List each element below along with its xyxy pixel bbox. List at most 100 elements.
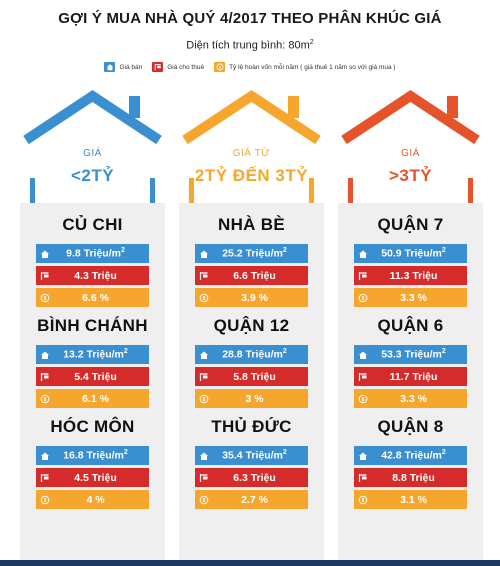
coin-icon: $ [354, 490, 372, 509]
sale-price-row: 42.8 Triệu/m2 [354, 446, 467, 465]
svg-text:$: $ [44, 397, 47, 403]
rent-price-value: 11.3 Triệu [389, 269, 438, 282]
rent-sign-icon [36, 266, 54, 285]
sale-price-text: 28.8 Triệu/m [222, 348, 283, 361]
segment-value: 2TỶ ĐẾN 3TỶ [194, 166, 309, 185]
wall-right [309, 178, 314, 208]
yield-value: 6.6 % [82, 291, 109, 304]
district-name: THỦ ĐỨC [211, 417, 292, 436]
svg-text:$: $ [362, 498, 365, 504]
sale-price-text: 9.8 Triệu/m [66, 247, 121, 260]
rent-price-row: 5.8 Triệu [195, 367, 308, 386]
yield-row: $2.7 % [195, 490, 308, 509]
segment-value: <2TỶ [70, 166, 115, 185]
subtitle-sup: 2 [309, 39, 314, 46]
rent-sign-icon [36, 468, 54, 487]
sale-price-value: 9.8 Triệu/m2 [54, 247, 149, 260]
svg-text:$: $ [203, 498, 206, 504]
sale-price-text: 53.3 Triệu/m [381, 348, 442, 361]
unit-sup: 2 [282, 348, 287, 356]
subtitle-text: Diện tích trung bình: 80m [186, 39, 310, 52]
coin-icon: $ [214, 62, 226, 72]
rent-price-value: 5.8 Triệu [233, 370, 276, 383]
yield-row: $3.3 % [354, 288, 467, 307]
wall-left [30, 178, 35, 208]
district-name: NHÀ BÈ [218, 215, 285, 234]
district-name: HÓC MÔN [50, 417, 135, 436]
house-icon [195, 244, 213, 263]
legend: Giá bán Giá cho thuê $ Tỷ lệ hoàn vốn mỗ… [0, 62, 500, 72]
house-icon [195, 446, 213, 465]
sale-price-row: 53.3 Triệu/m2 [354, 345, 467, 364]
page-subtitle: Diện tích trung bình: 80m2 [0, 39, 500, 52]
unit-sup: 2 [441, 348, 446, 356]
district-name: QUẬN 6 [377, 316, 444, 335]
house-icon [195, 345, 213, 364]
unit-sup: 2 [282, 449, 287, 457]
house-icon [354, 345, 372, 364]
roof-icon [23, 90, 162, 145]
wall-left [189, 178, 194, 208]
sale-price-text: 16.8 Triệu/m [63, 449, 124, 462]
coin-icon: $ [195, 288, 213, 307]
districts-panel: CỦ CHI 9.8 Triệu/m2 4.3 Triệu $6.6 % BÌN… [20, 203, 165, 566]
legend-item-yield: $ Tỷ lệ hoàn vốn mỗi năm ( giá thuê 1 nă… [214, 62, 396, 72]
rent-price-row: 6.6 Triệu [195, 266, 308, 285]
yield-row: $3 % [195, 389, 308, 408]
rent-price-value: 8.8 Triệu [392, 471, 435, 484]
rent-price-value: 5.4 Triệu [74, 370, 117, 383]
sale-price-row: 9.8 Triệu/m2 [36, 244, 149, 263]
segment-label: GIÁ TỪ [232, 148, 271, 159]
rent-sign-icon [195, 367, 213, 386]
house-icon [36, 345, 54, 364]
yield-value: 3.9 % [241, 291, 268, 304]
district-name: BÌNH CHÁNH [37, 316, 148, 335]
rent-price-row: 11.7 Triệu [354, 367, 467, 386]
rent-price-row: 4.3 Triệu [36, 266, 149, 285]
sale-price-value: 13.2 Triệu/m2 [54, 348, 149, 361]
rent-price-row: 5.4 Triệu [36, 367, 149, 386]
districts-panel: NHÀ BÈ 25.2 Triệu/m2 6.6 Triệu $3.9 % QU… [179, 203, 324, 566]
legend-item-rent-price: Giá cho thuê [152, 62, 204, 72]
yield-value: 3.1 % [400, 493, 427, 506]
wall-right [150, 178, 155, 208]
unit-sup: 2 [123, 449, 128, 457]
rent-price-value: 4.5 Triệu [74, 471, 117, 484]
sale-price-text: 35.4 Triệu/m [222, 449, 283, 462]
roof-icon [341, 90, 480, 145]
rent-price-row: 11.3 Triệu [354, 266, 467, 285]
districts-panel: QUẬN 7 50.9 Triệu/m2 11.3 Triệu $3.3 % Q… [338, 203, 483, 566]
yield-row: $3.9 % [195, 288, 308, 307]
yield-row: $6.1 % [36, 389, 149, 408]
sale-price-row: 50.9 Triệu/m2 [354, 244, 467, 263]
rent-price-row: 6.3 Triệu [195, 468, 308, 487]
yield-row: $4 % [36, 490, 149, 509]
house-icon [104, 62, 116, 72]
price-segment-column: GIÁ <2TỶ CỦ CHI 9.8 Triệu/m2 4.3 Triệu $… [20, 88, 165, 566]
sale-price-row: 25.2 Triệu/m2 [195, 244, 308, 263]
segment-label: GIÁ [401, 148, 420, 159]
district-name: CỦ CHI [62, 215, 123, 234]
legend-label: Giá cho thuê [167, 63, 205, 71]
coin-icon: $ [36, 288, 54, 307]
wall-left [348, 178, 353, 208]
rent-sign-icon [36, 367, 54, 386]
sale-price-value: 50.9 Triệu/m2 [372, 247, 467, 260]
sale-price-value: 35.4 Triệu/m2 [213, 449, 308, 462]
unit-sup: 2 [282, 247, 287, 255]
svg-text:$: $ [203, 397, 206, 403]
unit-sup: 2 [441, 449, 446, 457]
footer-bar [0, 560, 500, 566]
wall-right [468, 178, 473, 208]
rent-price-value: 6.6 Triệu [233, 269, 276, 282]
legend-label: Tỷ lệ hoàn vốn mỗi năm ( giá thuê 1 năm … [229, 63, 396, 71]
yield-value: 3.3 % [400, 291, 427, 304]
sale-price-value: 42.8 Triệu/m2 [372, 449, 467, 462]
district-name: QUẬN 8 [377, 417, 444, 436]
sale-price-row: 35.4 Triệu/m2 [195, 446, 308, 465]
svg-text:$: $ [362, 397, 365, 403]
sale-price-row: 28.8 Triệu/m2 [195, 345, 308, 364]
sale-price-value: 25.2 Triệu/m2 [213, 247, 308, 260]
sale-price-value: 53.3 Triệu/m2 [372, 348, 467, 361]
district-name: QUẬN 7 [377, 215, 444, 234]
